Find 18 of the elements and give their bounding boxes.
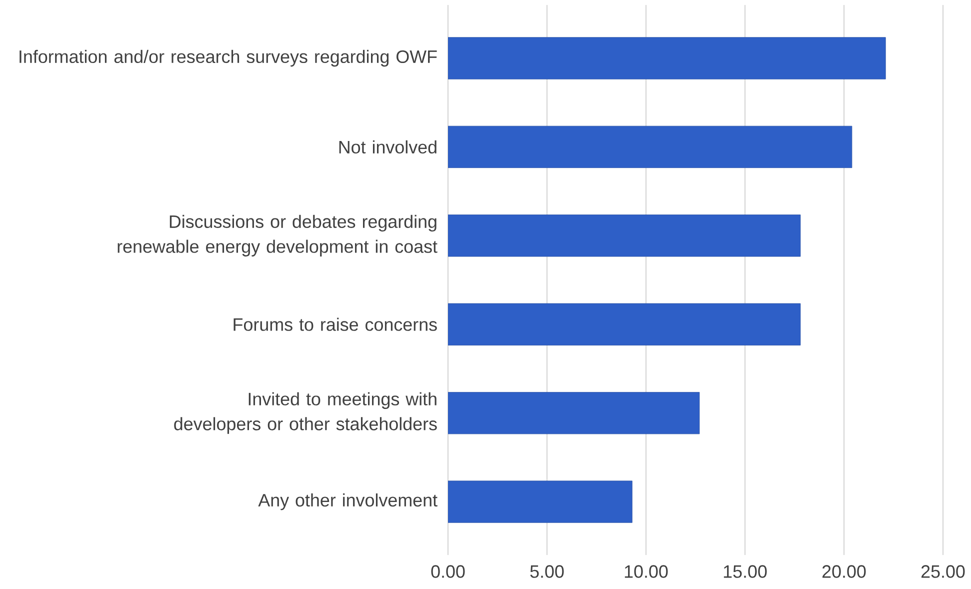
bar (448, 392, 700, 434)
y-tick-label: Any other involvement (258, 493, 438, 510)
bar (448, 214, 801, 257)
x-tick-label: 25.00 (921, 565, 965, 578)
y-tick-label: Forums to raise concerns (234, 318, 437, 331)
bar (448, 37, 886, 80)
bar (448, 303, 801, 346)
x-tick-label: 20.00 (822, 565, 866, 578)
bar (448, 126, 852, 168)
bar (448, 480, 632, 523)
y-tick-label: Discussions or debates regarding renewable energy development in coast (118, 214, 438, 256)
x-tick-label: 15.00 (724, 565, 767, 578)
y-tick-label: Information and/or research surveys regarding OWF (20, 50, 437, 67)
y-tick-label: Not involved (339, 140, 436, 154)
x-tick-label: 5.00 (530, 565, 564, 578)
y-tick-label: Invited to meetings with developers or other stakeholders (174, 392, 437, 434)
x-tick-label: 0.00 (431, 565, 465, 578)
x-tick-label: 10.00 (624, 565, 668, 578)
